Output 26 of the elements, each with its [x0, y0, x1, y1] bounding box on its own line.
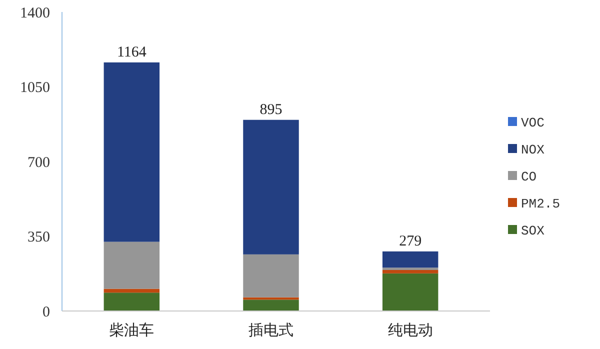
total-label: 279: [399, 233, 422, 250]
x-tick-label: 纯电动: [388, 321, 433, 339]
legend-label: CO: [521, 170, 537, 185]
bar: [104, 288, 160, 293]
bar: [382, 251, 438, 268]
y-tick-label: 350: [28, 230, 50, 246]
legend-label: SOX: [521, 224, 545, 239]
bar: [243, 120, 299, 254]
bar: [104, 62, 160, 242]
y-tick-label: 700: [28, 154, 50, 171]
legend-label: VOC: [521, 116, 545, 131]
y-tick-label: 1400: [20, 5, 50, 22]
bar: [382, 270, 438, 274]
bar: [243, 300, 299, 311]
legend-label: NOX: [521, 142, 545, 158]
bar: [382, 273, 438, 311]
total-label: 1164: [116, 44, 147, 60]
total-label: 895: [260, 102, 282, 118]
bar: [104, 242, 160, 289]
x-tick-label: 插电式: [248, 321, 294, 339]
bar: [243, 254, 299, 298]
y-tick-label: 0: [42, 304, 50, 320]
y-tick-label: 1050: [20, 80, 50, 96]
x-tick-label: 柴油车: [109, 321, 154, 339]
bar: [104, 292, 160, 311]
legend-label: PM2.5: [521, 196, 560, 212]
